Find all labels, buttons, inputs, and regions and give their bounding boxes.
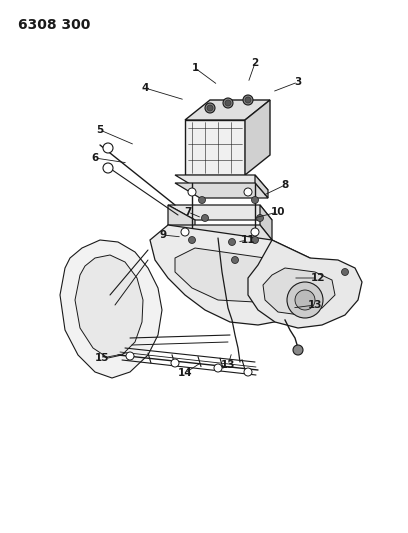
Circle shape [228, 238, 235, 246]
Polygon shape [260, 205, 272, 240]
Polygon shape [255, 175, 268, 198]
Circle shape [103, 163, 113, 173]
Polygon shape [60, 240, 162, 378]
Text: 13: 13 [308, 300, 322, 310]
Polygon shape [245, 100, 270, 175]
Circle shape [244, 188, 252, 196]
Text: 2: 2 [251, 58, 259, 68]
Polygon shape [168, 205, 272, 220]
Text: 11: 11 [241, 235, 255, 245]
Text: 6308 300: 6308 300 [18, 18, 91, 32]
Polygon shape [175, 175, 268, 190]
Text: 4: 4 [141, 83, 149, 93]
Circle shape [188, 237, 195, 244]
Polygon shape [248, 240, 362, 328]
Text: 10: 10 [271, 207, 285, 217]
Text: 3: 3 [295, 77, 302, 87]
Circle shape [243, 95, 253, 105]
Circle shape [202, 214, 208, 222]
Text: 6: 6 [91, 153, 99, 163]
Text: 13: 13 [221, 360, 235, 370]
Polygon shape [75, 255, 143, 358]
Polygon shape [263, 268, 335, 315]
Circle shape [214, 364, 222, 372]
Circle shape [244, 368, 252, 376]
Polygon shape [185, 100, 270, 120]
Text: 12: 12 [311, 273, 325, 283]
Circle shape [181, 228, 189, 236]
Circle shape [225, 100, 231, 106]
Circle shape [171, 359, 179, 367]
Text: 15: 15 [95, 353, 109, 363]
Text: 14: 14 [178, 368, 192, 378]
Circle shape [251, 228, 259, 236]
Circle shape [257, 214, 264, 222]
Text: 7: 7 [184, 207, 192, 217]
Polygon shape [185, 120, 245, 175]
Text: 8: 8 [282, 180, 288, 190]
Circle shape [126, 352, 134, 360]
Polygon shape [168, 225, 272, 240]
Polygon shape [150, 225, 320, 325]
Circle shape [207, 105, 213, 111]
Polygon shape [175, 183, 268, 198]
Circle shape [251, 237, 259, 244]
Circle shape [223, 98, 233, 108]
Circle shape [245, 97, 251, 103]
Circle shape [287, 282, 323, 318]
Text: 5: 5 [96, 125, 104, 135]
Circle shape [199, 197, 206, 204]
Polygon shape [175, 248, 298, 302]
Circle shape [188, 188, 196, 196]
Polygon shape [168, 205, 195, 240]
Circle shape [293, 345, 303, 355]
Circle shape [205, 103, 215, 113]
Circle shape [103, 143, 113, 153]
Circle shape [341, 269, 348, 276]
Circle shape [295, 290, 315, 310]
Circle shape [231, 256, 239, 263]
Circle shape [251, 197, 259, 204]
Text: 9: 9 [160, 230, 166, 240]
Text: 1: 1 [191, 63, 199, 73]
